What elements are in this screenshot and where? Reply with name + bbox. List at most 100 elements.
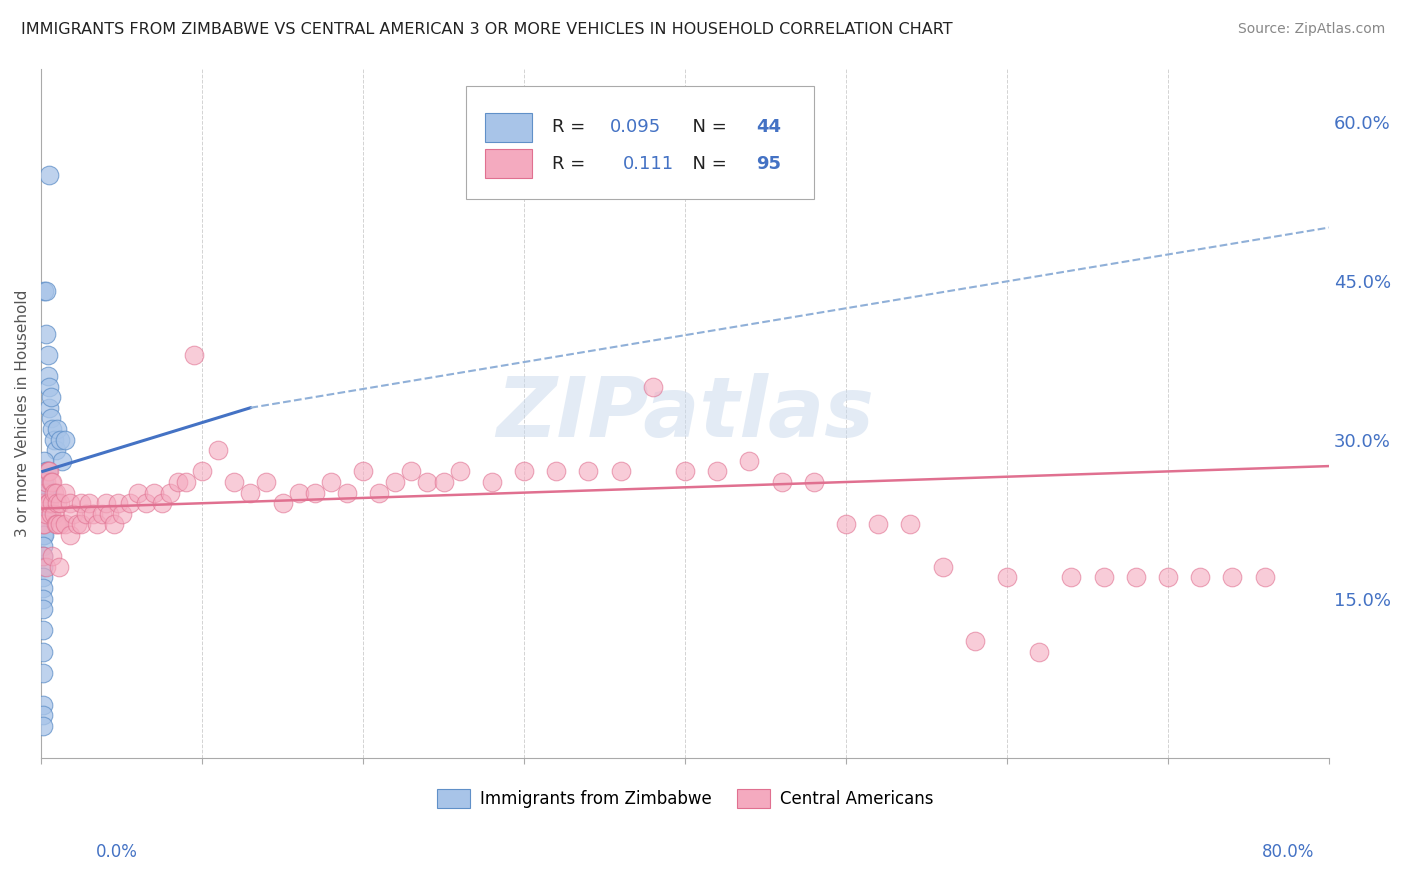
Point xyxy=(34,485,56,500)
Point xyxy=(706,464,728,478)
Text: 0.111: 0.111 xyxy=(623,154,675,173)
Point xyxy=(39,411,62,425)
Point xyxy=(336,485,359,500)
Text: 95: 95 xyxy=(756,154,780,173)
FancyBboxPatch shape xyxy=(467,86,814,200)
Point xyxy=(142,485,165,500)
Point xyxy=(31,708,53,723)
Point xyxy=(97,507,120,521)
Point xyxy=(1253,570,1275,584)
Point xyxy=(481,475,503,489)
FancyBboxPatch shape xyxy=(485,149,531,178)
Point xyxy=(35,559,58,574)
Point xyxy=(31,528,53,542)
Point xyxy=(37,368,59,383)
Point xyxy=(79,496,101,510)
Point xyxy=(135,496,157,510)
Point xyxy=(239,485,262,500)
Point xyxy=(70,496,93,510)
Point xyxy=(384,475,406,489)
Point xyxy=(35,507,58,521)
Point xyxy=(868,517,890,532)
Point xyxy=(49,433,72,447)
Point xyxy=(46,422,69,436)
Point xyxy=(46,517,69,532)
Point xyxy=(38,168,60,182)
Point xyxy=(41,496,63,510)
Point xyxy=(37,496,59,510)
Point xyxy=(931,559,953,574)
Point xyxy=(368,485,391,500)
Point xyxy=(127,485,149,500)
Point xyxy=(59,528,82,542)
Point xyxy=(224,475,246,489)
Point xyxy=(45,443,67,458)
Point xyxy=(256,475,278,489)
Point xyxy=(546,464,568,478)
Point xyxy=(34,475,56,489)
Point xyxy=(42,433,65,447)
Point xyxy=(1189,570,1212,584)
Point xyxy=(34,528,56,542)
Point xyxy=(31,517,53,532)
Point xyxy=(65,517,87,532)
Point xyxy=(118,496,141,510)
FancyBboxPatch shape xyxy=(485,112,531,142)
Point xyxy=(42,507,65,521)
Point xyxy=(48,559,70,574)
Point xyxy=(38,464,60,478)
Point xyxy=(35,485,58,500)
Point xyxy=(578,464,600,478)
Point xyxy=(35,326,58,341)
Point xyxy=(70,517,93,532)
Point xyxy=(183,348,205,362)
Point xyxy=(31,549,53,564)
Point xyxy=(45,485,67,500)
Text: N =: N = xyxy=(681,118,733,136)
Point xyxy=(94,496,117,510)
Point xyxy=(42,485,65,500)
Point xyxy=(1060,570,1083,584)
Point xyxy=(31,539,53,553)
Point xyxy=(34,517,56,532)
Point xyxy=(41,549,63,564)
Point xyxy=(207,443,229,458)
Point xyxy=(1222,570,1244,584)
Point xyxy=(31,645,53,659)
Text: 0.095: 0.095 xyxy=(610,118,662,136)
Point xyxy=(86,517,108,532)
Point xyxy=(1125,570,1147,584)
Text: 80.0%: 80.0% xyxy=(1263,843,1315,861)
Point xyxy=(609,464,631,478)
Text: IMMIGRANTS FROM ZIMBABWE VS CENTRAL AMERICAN 3 OR MORE VEHICLES IN HOUSEHOLD COR: IMMIGRANTS FROM ZIMBABWE VS CENTRAL AMER… xyxy=(21,22,953,37)
Point xyxy=(641,379,664,393)
Point xyxy=(41,422,63,436)
Point xyxy=(352,464,374,478)
Point xyxy=(159,485,181,500)
Text: Source: ZipAtlas.com: Source: ZipAtlas.com xyxy=(1237,22,1385,37)
Point xyxy=(1092,570,1115,584)
Point xyxy=(150,496,173,510)
Point xyxy=(287,485,309,500)
Text: N =: N = xyxy=(681,154,733,173)
Point xyxy=(31,559,53,574)
Point xyxy=(41,475,63,489)
Point xyxy=(673,464,696,478)
Point xyxy=(59,496,82,510)
Point xyxy=(49,517,72,532)
Point xyxy=(401,464,423,478)
Point xyxy=(191,464,214,478)
Y-axis label: 3 or more Vehicles in Household: 3 or more Vehicles in Household xyxy=(15,289,30,537)
Point xyxy=(91,507,114,521)
Point xyxy=(103,517,125,532)
Point xyxy=(174,475,197,489)
Point xyxy=(107,496,129,510)
Point xyxy=(53,485,76,500)
Point xyxy=(31,698,53,712)
Point xyxy=(34,517,56,532)
Point xyxy=(513,464,536,478)
Text: 0.0%: 0.0% xyxy=(96,843,138,861)
Point xyxy=(738,454,761,468)
Point xyxy=(37,464,59,478)
Point xyxy=(31,624,53,638)
